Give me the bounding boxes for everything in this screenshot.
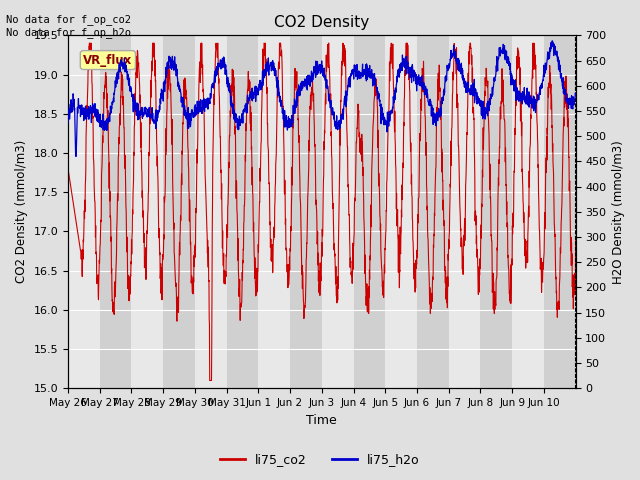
Text: No data for f_op_co2
No data for f_op_h2o: No data for f_op_co2 No data for f_op_h2… <box>6 14 131 38</box>
Bar <box>449 36 481 388</box>
X-axis label: Time: Time <box>307 414 337 427</box>
Bar <box>195 36 227 388</box>
Bar <box>322 36 353 388</box>
Bar <box>512 36 544 388</box>
Text: VR_flux: VR_flux <box>83 54 132 67</box>
Y-axis label: CO2 Density (mmol/m3): CO2 Density (mmol/m3) <box>15 140 28 284</box>
Bar <box>68 36 100 388</box>
Bar <box>259 36 290 388</box>
Y-axis label: H2O Density (mmol/m3): H2O Density (mmol/m3) <box>612 140 625 284</box>
Title: CO2 Density: CO2 Density <box>274 15 369 30</box>
Legend: li75_co2, li75_h2o: li75_co2, li75_h2o <box>215 448 425 471</box>
Bar <box>385 36 417 388</box>
Bar <box>131 36 163 388</box>
